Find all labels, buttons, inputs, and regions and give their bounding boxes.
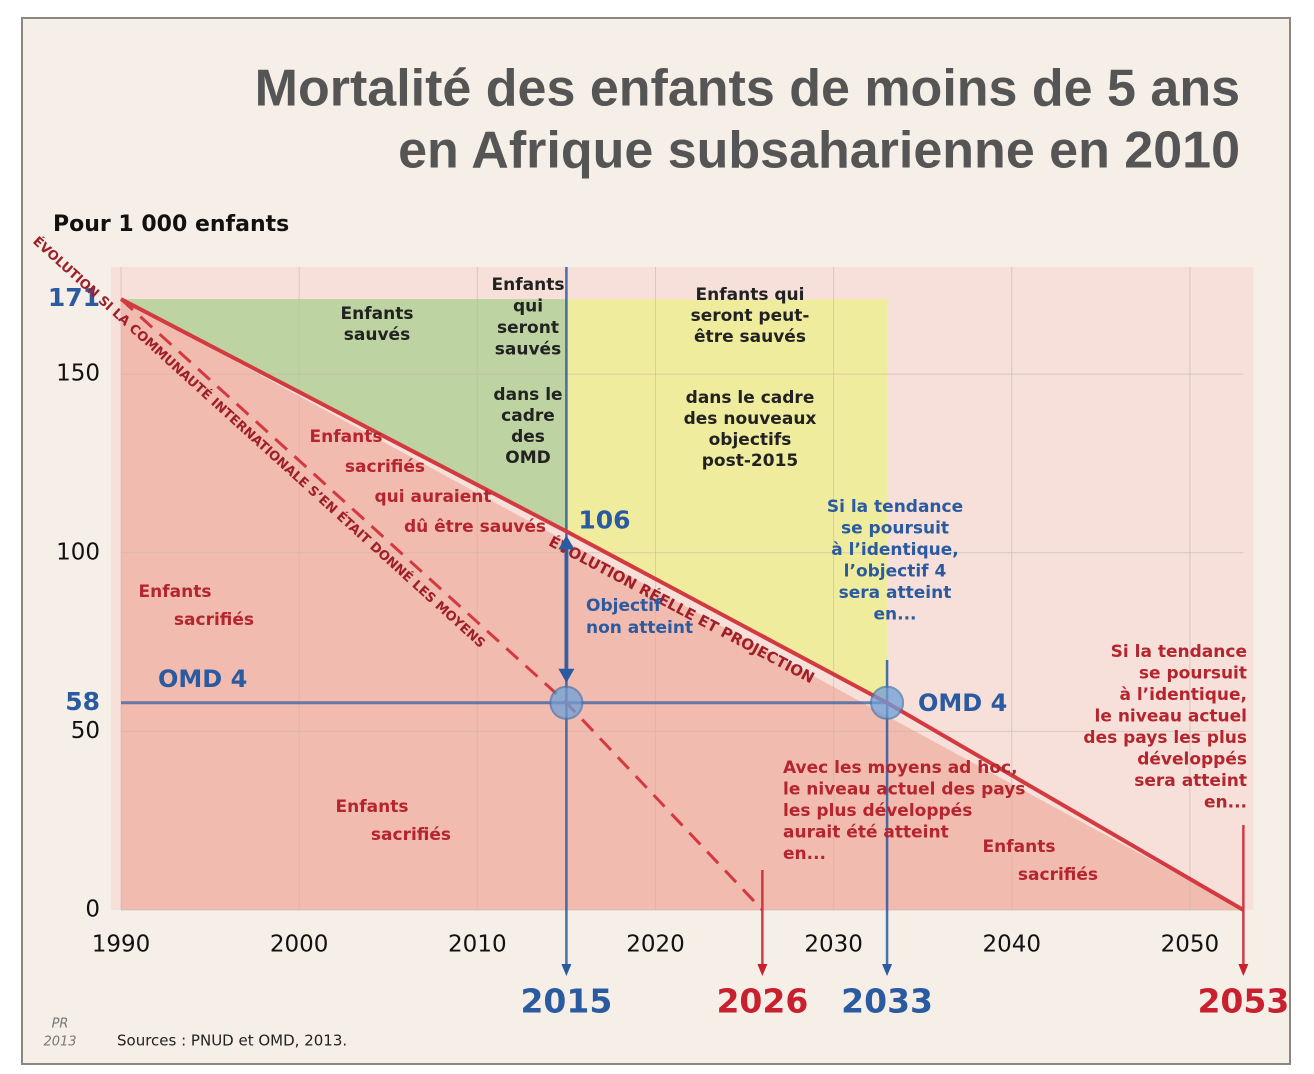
annotation: post-2015 <box>702 451 798 471</box>
annotation: sacrifiés <box>371 825 451 845</box>
gap-label: Objectif <box>586 596 662 616</box>
annotation: le niveau actuel <box>1095 707 1247 727</box>
gap-label: non atteint <box>586 618 693 638</box>
annotation: seront peut- <box>691 306 810 326</box>
key-year-label: 2026 <box>716 982 808 1021</box>
annotation: en... <box>783 844 826 864</box>
target-label: OMD 4 <box>918 689 1007 717</box>
signature: PR <box>52 1017 69 1032</box>
annotation: Si la tendance <box>827 497 963 517</box>
chart-title: Mortalité des enfants de moins de 5 ans <box>255 60 1240 118</box>
annotation: des pays les plus <box>1083 728 1247 748</box>
annotation: Enfants qui <box>696 285 805 305</box>
key-year-label: 2033 <box>841 982 933 1021</box>
annotation: à l’identique, <box>831 540 959 560</box>
x-tick-label: 2040 <box>983 932 1042 958</box>
x-tick-label: 2000 <box>270 932 329 958</box>
y-tick-label: 50 <box>71 718 100 744</box>
annotation: être sauvés <box>694 327 806 347</box>
annotation: qui <box>513 297 543 317</box>
y-highlight-label: 58 <box>65 687 100 716</box>
annotation: sacrifiés <box>174 610 254 630</box>
annotation: Enfants <box>336 797 409 817</box>
y-tick-label: 0 <box>85 897 100 923</box>
annotation: sauvés <box>344 325 410 345</box>
key-year-label: 2015 <box>520 982 612 1021</box>
annotation: qui auraient <box>374 487 491 507</box>
annotation: OMD <box>505 448 550 468</box>
annotation: Enfants <box>310 427 383 447</box>
y-tick-label: 150 <box>56 361 100 387</box>
y-axis-label: Pour 1 000 enfants <box>53 212 289 237</box>
annotation: sera atteint <box>839 583 952 603</box>
annotation: en... <box>873 605 916 625</box>
annotation: cadre <box>501 406 555 426</box>
annotation: Enfants <box>341 304 414 324</box>
annotation: seront <box>497 318 559 338</box>
x-tick-label: 2020 <box>626 932 685 958</box>
annotation: en... <box>1204 793 1247 813</box>
y-tick-label: 100 <box>56 539 100 565</box>
annotation: le niveau actuel des pays <box>783 780 1025 800</box>
annotation: développés <box>1137 750 1247 770</box>
annotation: sacrifiés <box>345 457 425 477</box>
annotation: Si la tendance <box>1111 642 1247 662</box>
x-tick-label: 2050 <box>1161 932 1220 958</box>
key-year-label: 2053 <box>1197 982 1289 1021</box>
page: Mortalité des enfants de moins de 5 ans … <box>0 0 1314 1074</box>
annotation: Avec les moyens ad hoc, <box>783 758 1018 778</box>
annotation: sera atteint <box>1134 771 1247 791</box>
annotation: l’objectif 4 <box>844 562 947 582</box>
annotation: se poursuit <box>841 519 949 539</box>
chart: Mortalité des enfants de moins de 5 ans … <box>0 0 1314 1074</box>
annotation: dans le <box>493 385 562 405</box>
target-label: OMD 4 <box>158 665 247 693</box>
chart-title: en Afrique subsaharienne en 2010 <box>398 122 1240 180</box>
x-tick-label: 1990 <box>92 932 151 958</box>
annotation: les plus développés <box>783 801 972 821</box>
annotation: à l’identique, <box>1119 685 1247 705</box>
annotation: sauvés <box>495 340 561 360</box>
annotation: objectifs <box>709 430 792 450</box>
annotation: Enfants <box>139 582 212 602</box>
annotation: Enfants <box>983 837 1056 857</box>
annotation: se poursuit <box>1139 664 1247 684</box>
annotation: aurait été atteint <box>783 823 949 843</box>
omd-point <box>550 687 582 719</box>
annotation: dans le cadre <box>686 388 815 408</box>
omd-point <box>871 687 903 719</box>
annotation: dû être sauvés <box>404 517 546 537</box>
x-tick-label: 2010 <box>448 932 507 958</box>
gap-from-label: 106 <box>578 505 630 534</box>
annotation: des <box>511 427 545 447</box>
source: Sources : PNUD et OMD, 2013. <box>117 1032 347 1050</box>
annotation: des nouveaux <box>684 409 817 429</box>
annotation: sacrifiés <box>1018 865 1098 885</box>
x-tick-label: 2030 <box>804 932 863 958</box>
annotation: Enfants <box>492 275 565 295</box>
signature: 2013 <box>43 1035 76 1050</box>
